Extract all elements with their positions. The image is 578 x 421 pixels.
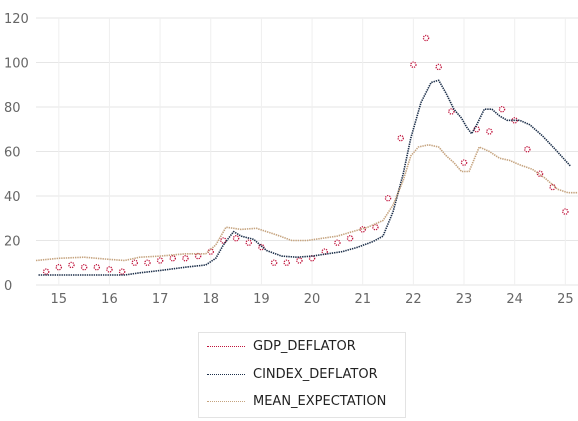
- data-point: [498, 105, 506, 113]
- legend-item-mean-expectation: MEAN_EXPECTATION: [207, 391, 386, 411]
- data-point: [182, 255, 189, 262]
- x-tick-label: 18: [202, 292, 219, 307]
- data-point: [258, 243, 265, 251]
- legend-label-gdp-deflator: GDP_DEFLATOR: [253, 338, 356, 354]
- data-point: [410, 61, 417, 68]
- data-point: [460, 159, 468, 166]
- legend: GDP_DEFLATOR CINDEX_DEFLATOR MEAN_EXPECT…: [198, 332, 406, 418]
- y-tick-label: 40: [4, 190, 21, 205]
- y-tick-label: 100: [4, 57, 29, 72]
- legend-swatch-gdp-deflator: [207, 345, 245, 347]
- data-point: [118, 268, 126, 275]
- data-point: [68, 261, 75, 269]
- grid: [36, 17, 578, 286]
- data-point: [156, 257, 164, 264]
- y-axis-ticks: 0 20 40 60 80 100 120: [4, 12, 29, 294]
- data-point: [397, 134, 404, 142]
- data-point: [562, 208, 569, 215]
- data-point: [194, 252, 202, 260]
- x-tick-label: 24: [506, 292, 523, 307]
- data-point: [486, 128, 493, 135]
- series-line-mean-expectation: [35, 144, 578, 262]
- y-tick-label: 80: [4, 101, 21, 116]
- data-point: [93, 263, 101, 271]
- legend-label-cindex-deflator: CINDEX_DEFLATOR: [253, 366, 378, 382]
- data-point: [245, 239, 252, 246]
- data-point: [106, 266, 113, 273]
- data-point: [207, 248, 215, 255]
- x-axis-ticks: 15 16 17 18 19 20 21 22 23 24 25: [51, 292, 574, 307]
- data-point: [422, 34, 430, 42]
- y-tick-label: 60: [4, 146, 21, 161]
- data-point: [334, 239, 341, 246]
- data-point: [270, 259, 278, 266]
- data-point: [80, 263, 88, 271]
- data-point: [384, 194, 392, 202]
- data-point: [321, 248, 328, 255]
- data-point: [346, 235, 354, 242]
- x-tick-label: 17: [152, 292, 169, 307]
- data-point: [131, 259, 139, 266]
- data-point: [42, 268, 50, 275]
- y-tick-label: 0: [4, 279, 12, 294]
- data-point: [372, 223, 379, 231]
- legend-swatch-mean-expectation: [207, 400, 245, 402]
- legend-label-mean-expectation: MEAN_EXPECTATION: [253, 393, 387, 409]
- legend-swatch-cindex-deflator: [207, 373, 245, 375]
- x-tick-label: 25: [557, 292, 574, 307]
- x-tick-label: 23: [456, 292, 473, 307]
- data-point: [473, 126, 480, 133]
- legend-item-gdp-deflator: GDP_DEFLATOR: [207, 336, 356, 356]
- legend-item-cindex-deflator: CINDEX_DEFLATOR: [207, 364, 378, 384]
- x-tick-label: 20: [304, 292, 321, 307]
- series-line-cindex-deflator: [38, 79, 571, 276]
- y-tick-label: 120: [4, 12, 29, 27]
- data-point: [144, 259, 151, 266]
- x-tick-label: 15: [51, 292, 68, 307]
- x-tick-label: 22: [405, 292, 422, 307]
- data-point: [448, 108, 455, 115]
- data-point: [435, 63, 442, 71]
- x-tick-label: 16: [101, 292, 118, 307]
- data-point: [169, 255, 177, 262]
- data-point: [283, 259, 290, 266]
- x-tick-label: 19: [253, 292, 270, 307]
- data-point: [55, 263, 63, 271]
- series-layer: [35, 34, 578, 276]
- y-tick-label: 20: [4, 235, 21, 250]
- data-point: [232, 235, 240, 242]
- data-point: [296, 257, 303, 264]
- series-gdp-deflator: [42, 34, 569, 275]
- data-point: [524, 146, 531, 153]
- x-tick-label: 21: [354, 292, 371, 307]
